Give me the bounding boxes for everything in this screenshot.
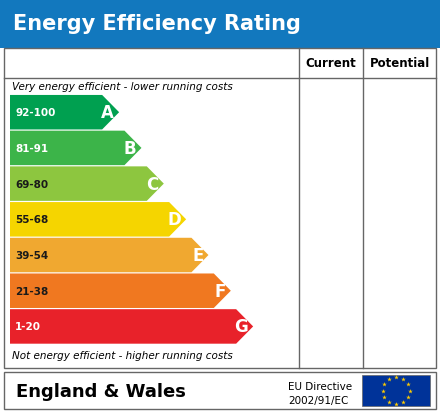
Text: 81-91: 81-91 — [15, 144, 48, 154]
Text: Not energy efficient - higher running costs: Not energy efficient - higher running co… — [12, 351, 233, 361]
Text: Potential: Potential — [369, 57, 429, 70]
Text: Energy Efficiency Rating: Energy Efficiency Rating — [13, 14, 301, 34]
Text: 39-54: 39-54 — [15, 250, 48, 260]
Bar — [4, 373, 436, 409]
Text: B: B — [124, 140, 136, 157]
Text: 1-20: 1-20 — [15, 322, 41, 332]
Text: A: A — [101, 104, 114, 122]
Polygon shape — [10, 131, 142, 166]
Text: EU Directive: EU Directive — [288, 381, 352, 391]
Polygon shape — [10, 238, 209, 273]
Text: 69-80: 69-80 — [15, 179, 48, 189]
Bar — [0, 0, 440, 49]
Text: C: C — [147, 175, 159, 193]
Polygon shape — [10, 167, 164, 202]
Text: Very energy efficient - lower running costs: Very energy efficient - lower running co… — [12, 82, 233, 92]
Text: 92-100: 92-100 — [15, 108, 55, 118]
Text: England & Wales: England & Wales — [16, 382, 186, 400]
Bar — [362, 375, 430, 406]
Text: G: G — [235, 318, 248, 336]
Text: 21-38: 21-38 — [15, 286, 48, 296]
Polygon shape — [10, 203, 186, 237]
Text: F: F — [214, 282, 226, 300]
Text: 2002/91/EC: 2002/91/EC — [288, 395, 348, 405]
Text: 55-68: 55-68 — [15, 215, 48, 225]
Text: Current: Current — [306, 57, 356, 70]
Bar — [4, 49, 436, 368]
Polygon shape — [10, 274, 231, 308]
Text: E: E — [192, 247, 203, 264]
Text: D: D — [167, 211, 181, 229]
Polygon shape — [10, 309, 253, 344]
Polygon shape — [10, 96, 119, 130]
